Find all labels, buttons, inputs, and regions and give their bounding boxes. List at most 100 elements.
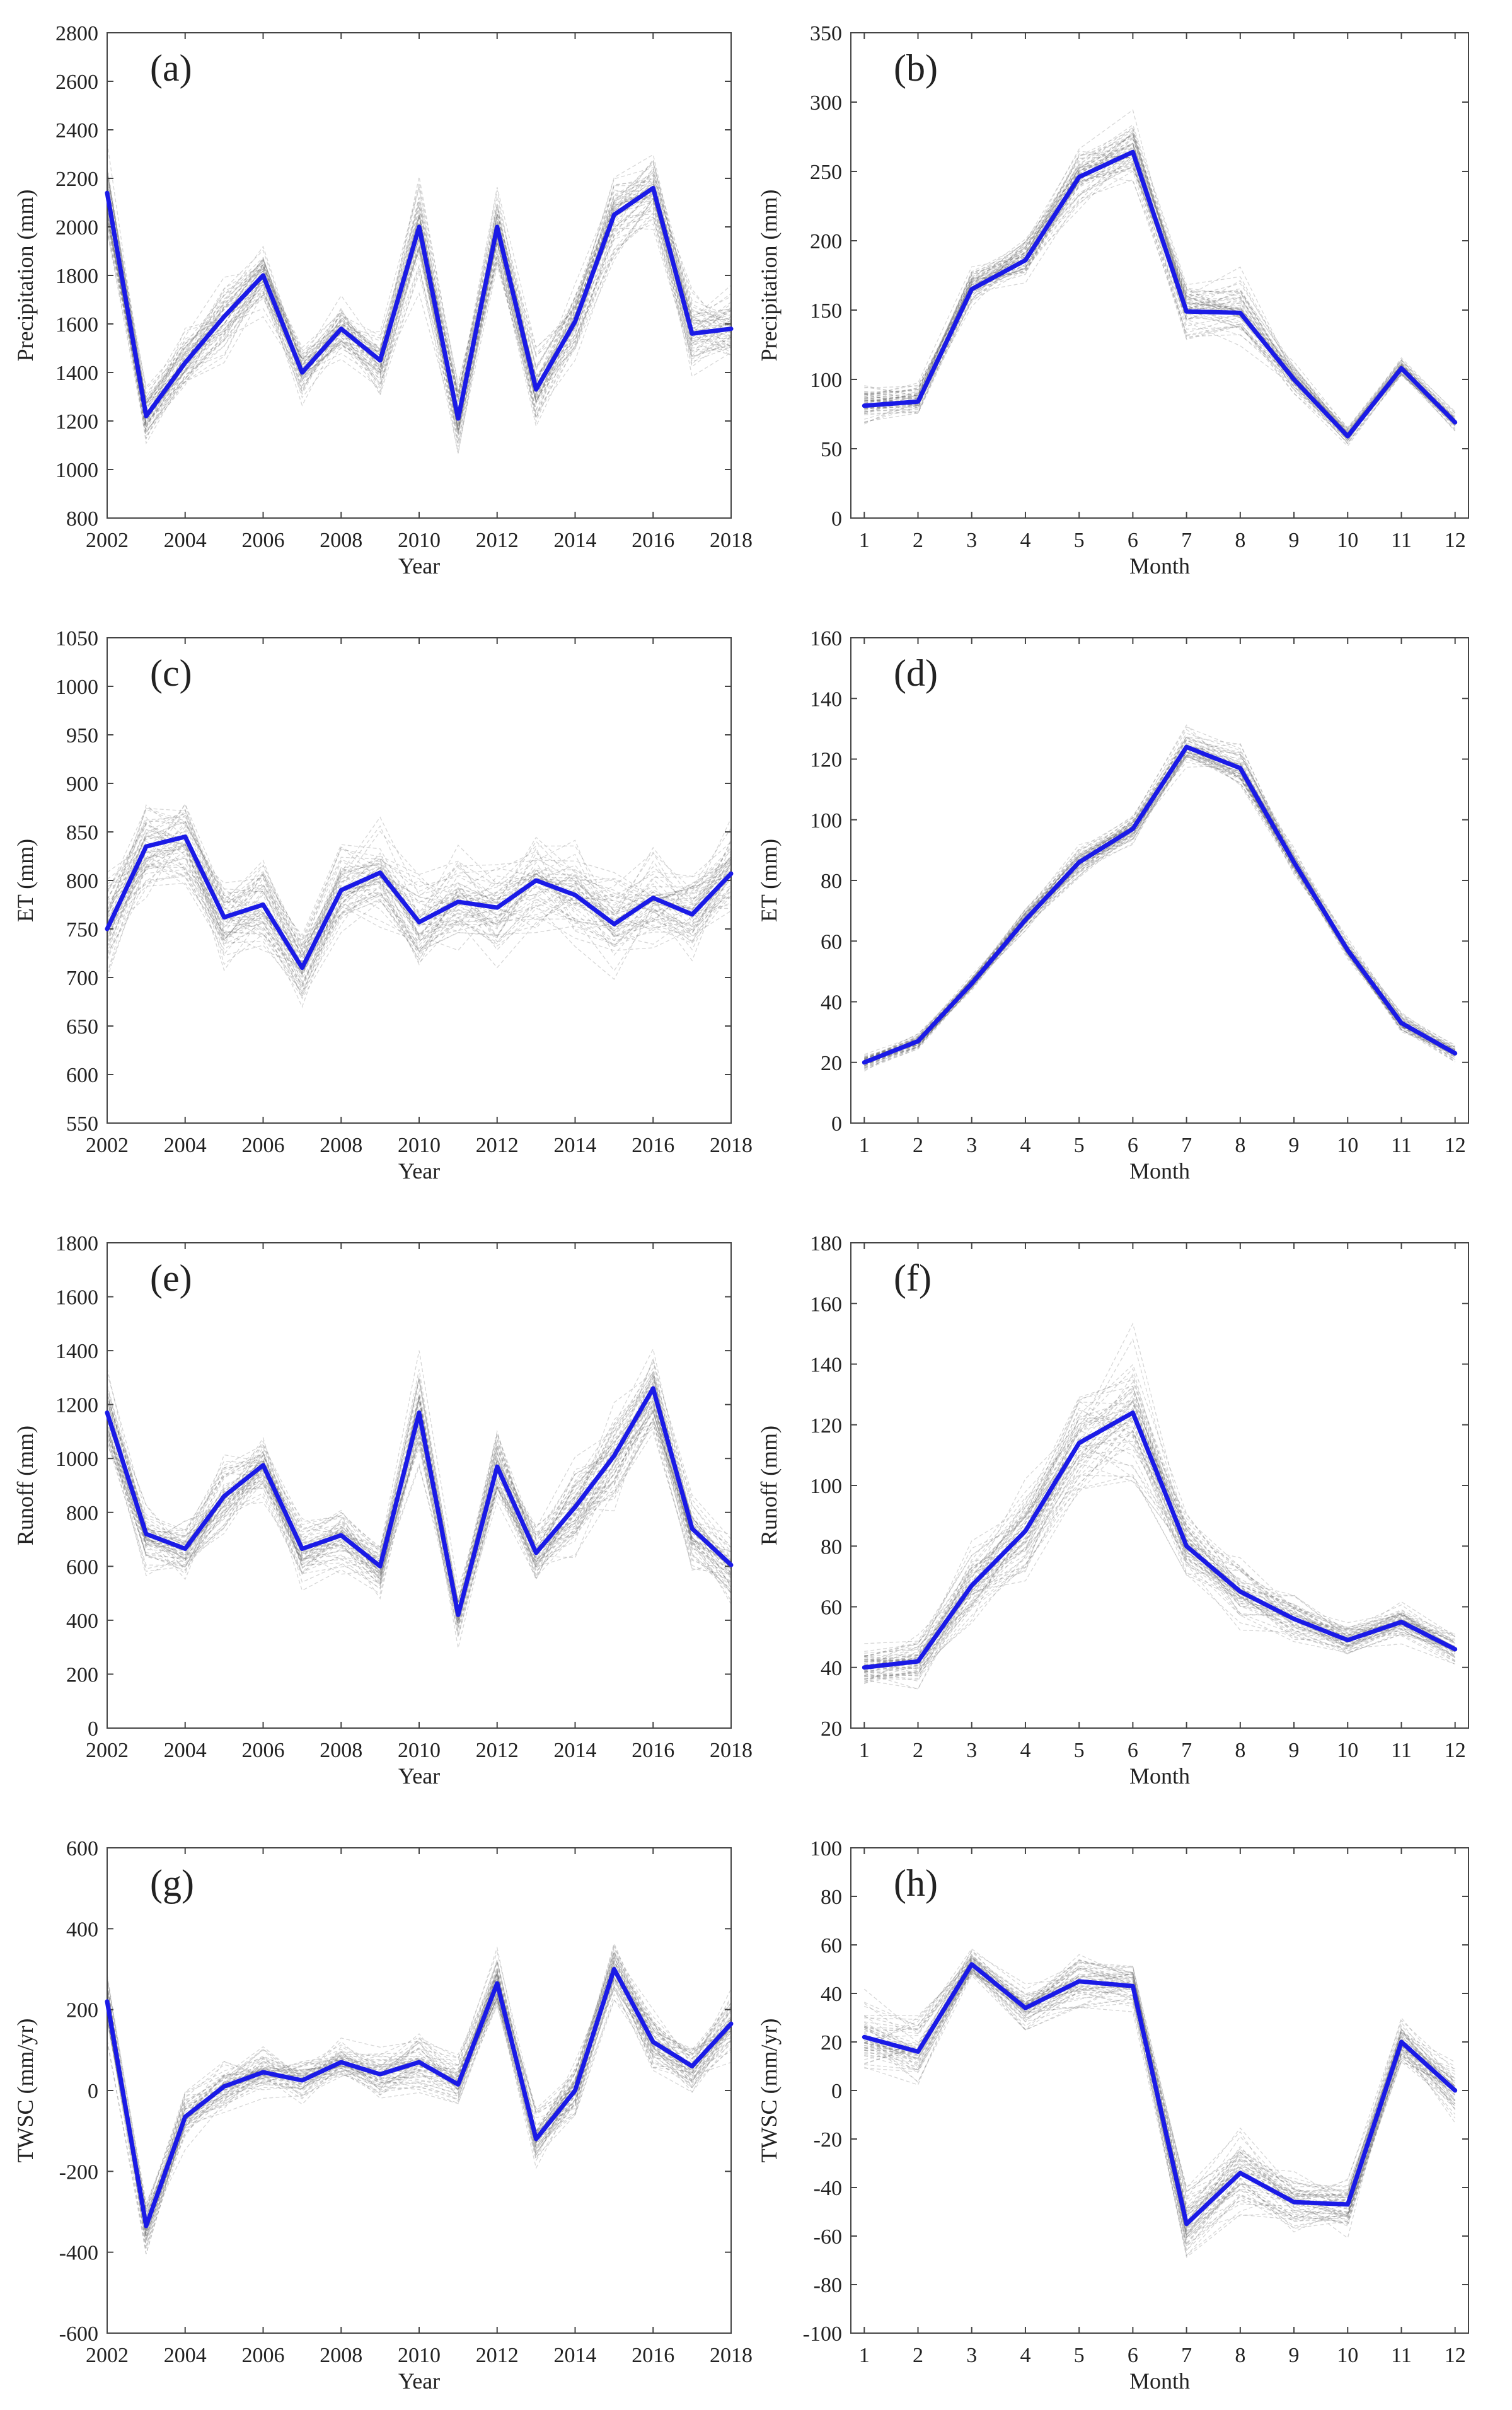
ensemble-line	[864, 137, 1456, 430]
x-tick-label: 5	[1074, 529, 1085, 552]
y-tick-label: 200	[66, 1663, 98, 1686]
x-tick-label: 5	[1074, 2344, 1085, 2367]
ensemble-line	[864, 1969, 1456, 2232]
x-axis-label: Month	[1129, 1763, 1190, 1789]
ensemble-line	[107, 1984, 731, 2234]
ensemble-line	[107, 1361, 731, 1611]
ensemble-line	[107, 816, 731, 945]
y-tick-label: 750	[66, 918, 98, 942]
ensemble-line	[864, 747, 1455, 1064]
ensemble-line	[107, 1385, 731, 1619]
x-tick-label: 2008	[320, 529, 362, 552]
y-tick-label: 550	[66, 1112, 98, 1136]
x-tick-label: 1	[859, 1739, 870, 1762]
y-tick-label: 80	[821, 1886, 842, 1909]
ensemble-line	[864, 109, 1456, 432]
ensemble-line	[107, 835, 731, 966]
x-tick-label: 10	[1337, 1739, 1358, 1762]
ensemble-line	[107, 1426, 731, 1637]
ensemble-line	[864, 1420, 1455, 1663]
ensemble-line	[864, 746, 1456, 1065]
ensemble-line	[107, 1968, 731, 2211]
x-tick-label: 4	[1020, 1739, 1030, 1762]
y-tick-label: 600	[66, 1064, 98, 1087]
x-axis-label: Month	[1129, 553, 1190, 579]
ensemble-line	[107, 163, 731, 436]
ensemble-line	[107, 1410, 731, 1611]
x-tick-label: 2010	[398, 529, 441, 552]
y-axis-label: TWSC (mm/yr)	[756, 2019, 782, 2163]
x-tick-label: 4	[1020, 529, 1030, 552]
y-tick-label: -80	[814, 2274, 842, 2297]
ensemble-line	[864, 1417, 1455, 1666]
ensemble-line	[107, 1394, 731, 1626]
ensemble-line	[107, 1392, 731, 1617]
y-tick-label: 2600	[55, 71, 98, 94]
ensemble-line	[107, 178, 731, 427]
y-tick-label: 1600	[55, 1286, 98, 1310]
x-axis-label: Month	[1129, 2368, 1190, 2394]
y-tick-label: 150	[810, 299, 842, 323]
x-tick-label: 2008	[320, 1739, 362, 1762]
ensemble-line	[107, 831, 731, 972]
ensemble-line	[864, 1385, 1455, 1683]
ensemble-line	[107, 866, 731, 959]
ensemble-line	[107, 835, 731, 971]
y-tick-label: 1600	[55, 313, 98, 337]
x-tick-label: 4	[1020, 1134, 1030, 1157]
ensemble-line	[107, 1976, 731, 2223]
ensemble-line	[864, 739, 1456, 1064]
y-tick-label: 200	[810, 230, 842, 253]
y-tick-label: 800	[66, 870, 98, 893]
y-tick-label: 1400	[55, 362, 98, 385]
ensemble-line	[864, 737, 1456, 1063]
ensemble-line	[107, 1978, 731, 2221]
y-tick-label: 1000	[55, 676, 98, 699]
y-tick-label: 0	[88, 1717, 98, 1741]
ensemble-line	[864, 1973, 1456, 2257]
ensemble-line	[107, 190, 731, 429]
y-tick-label: 800	[66, 507, 98, 531]
ensemble-line	[107, 1391, 731, 1618]
ensemble-line	[864, 1387, 1455, 1663]
y-tick-label: 40	[821, 1983, 842, 2006]
ensemble-line	[864, 724, 1456, 1061]
x-tick-label: 10	[1337, 2344, 1358, 2367]
y-tick-label: 0	[831, 507, 842, 531]
ensemble-line	[864, 744, 1456, 1064]
axes-frame	[850, 32, 1469, 519]
ensemble-lines	[107, 803, 731, 1008]
y-tick-label: 0	[831, 1112, 842, 1136]
ensemble-line	[864, 1441, 1455, 1683]
x-tick-label: 7	[1181, 2344, 1192, 2367]
ensemble-line	[107, 840, 731, 972]
ensemble-line	[107, 154, 731, 409]
x-tick-label: 2012	[476, 2344, 519, 2367]
x-tick-label: 2018	[710, 1134, 753, 1157]
x-tick-label: 2018	[710, 529, 753, 552]
x-tick-label: 7	[1181, 529, 1192, 552]
y-tick-label: 350	[810, 22, 842, 45]
ensemble-line	[107, 1991, 731, 2254]
x-tick-label: 2006	[242, 1134, 285, 1157]
x-tick-label: 2010	[398, 2344, 441, 2367]
ensemble-line	[107, 170, 731, 417]
x-tick-label: 2016	[632, 1134, 674, 1157]
x-tick-label: 12	[1445, 2344, 1466, 2367]
ensemble-line	[107, 1409, 731, 1635]
y-tick-label: 40	[821, 1657, 842, 1680]
ensemble-line	[864, 1956, 1456, 2194]
y-tick-label: 160	[810, 627, 842, 650]
ensemble-line	[107, 1943, 731, 2222]
x-tick-label: 2	[913, 529, 923, 552]
ensemble-line	[864, 1388, 1455, 1666]
y-tick-label: 1000	[55, 1448, 98, 1471]
ensemble-line	[864, 142, 1456, 430]
ensemble-line	[107, 848, 731, 960]
ensemble-line	[863, 1959, 1456, 2218]
ensemble-line	[864, 1381, 1456, 1666]
ensemble-line	[107, 175, 731, 429]
ensemble-line	[107, 820, 731, 965]
x-tick-label: 6	[1128, 529, 1138, 552]
